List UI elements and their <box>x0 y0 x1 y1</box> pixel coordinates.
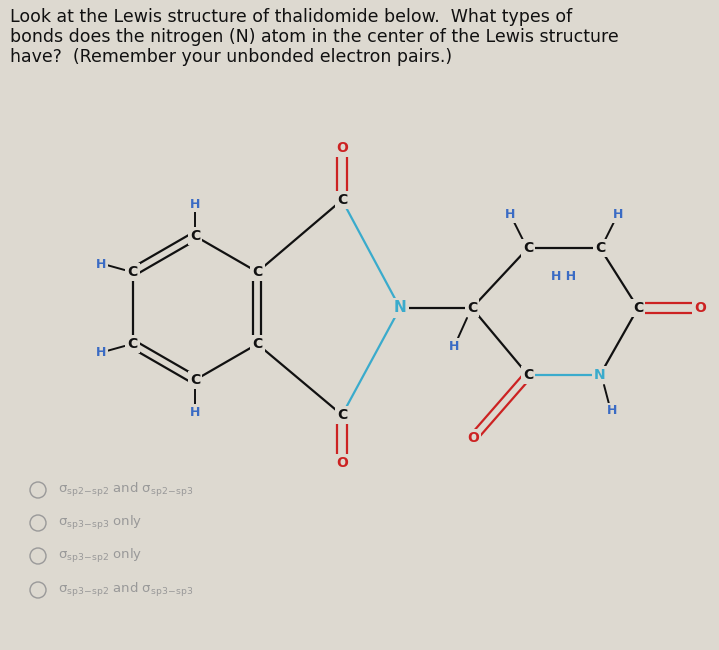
Text: C: C <box>190 229 200 243</box>
Text: C: C <box>337 408 347 422</box>
Text: $\mathregular{\sigma_{sp3\!-\!sp2}}$ only: $\mathregular{\sigma_{sp3\!-\!sp2}}$ onl… <box>58 547 142 565</box>
Text: H: H <box>505 209 516 222</box>
Text: H: H <box>607 404 617 417</box>
Text: C: C <box>190 373 200 387</box>
Text: H: H <box>449 339 459 352</box>
Text: C: C <box>252 337 262 351</box>
Text: C: C <box>252 265 262 279</box>
Text: C: C <box>523 241 533 255</box>
Text: O: O <box>694 301 706 315</box>
Text: C: C <box>523 368 533 382</box>
Text: C: C <box>127 265 138 279</box>
Text: C: C <box>595 241 605 255</box>
Text: have?  (Remember your unbonded electron pairs.): have? (Remember your unbonded electron p… <box>10 48 452 66</box>
Text: H: H <box>96 257 106 270</box>
Text: N: N <box>594 368 606 382</box>
Text: H: H <box>96 346 106 359</box>
Text: C: C <box>127 337 138 351</box>
Text: H: H <box>190 406 200 419</box>
Text: H H: H H <box>551 270 577 283</box>
Text: N: N <box>393 300 406 315</box>
Text: H: H <box>190 198 200 211</box>
Text: $\mathregular{\sigma_{sp3\!-\!sp2}}$ and $\mathregular{\sigma_{sp3\!-\!sp3}}$: $\mathregular{\sigma_{sp3\!-\!sp2}}$ and… <box>58 581 193 599</box>
Text: C: C <box>337 193 347 207</box>
Text: H: H <box>613 209 623 222</box>
Text: $\mathregular{\sigma_{sp2\!-\!sp2}}$ and $\mathregular{\sigma_{sp2\!-\!sp3}}$: $\mathregular{\sigma_{sp2\!-\!sp2}}$ and… <box>58 481 193 499</box>
Text: O: O <box>336 141 348 155</box>
Text: O: O <box>467 431 479 445</box>
Text: O: O <box>336 456 348 470</box>
Text: C: C <box>633 301 643 315</box>
Text: bonds does the nitrogen (N) atom in the center of the Lewis structure: bonds does the nitrogen (N) atom in the … <box>10 28 619 46</box>
Text: C: C <box>467 301 477 315</box>
Text: Look at the Lewis structure of thalidomide below.  What types of: Look at the Lewis structure of thalidomi… <box>10 8 572 26</box>
Text: $\mathregular{\sigma_{sp3\!-\!sp3}}$ only: $\mathregular{\sigma_{sp3\!-\!sp3}}$ onl… <box>58 514 142 532</box>
